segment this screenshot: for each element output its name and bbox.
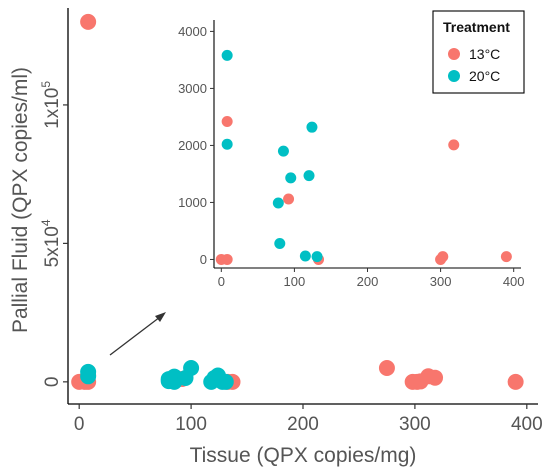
x-tick-label: 0: [74, 414, 85, 435]
y-tick-label: 5x104: [39, 219, 63, 267]
inset-x-tick-label: 100: [284, 274, 306, 289]
x-tick-label: 400: [511, 414, 543, 435]
inset-x-tick-label: 400: [503, 274, 525, 289]
inset-point-20C: [221, 138, 233, 150]
inset-x-tick-label: 0: [218, 274, 225, 289]
inset-point-20C: [285, 172, 297, 184]
legend: Treatment 13°C 20°C: [432, 10, 525, 94]
arrow-head: [155, 312, 166, 322]
legend-label: 20°C: [469, 68, 500, 84]
inset-y-tick-label: 2000: [178, 138, 207, 153]
point-13C: [427, 369, 444, 386]
inset-arrow: [109, 312, 166, 356]
inset-point-13C: [283, 193, 295, 205]
inset-y-tick-label: 1000: [178, 195, 207, 210]
y-tick-label: 1x105: [39, 81, 63, 129]
inset-point-13C: [448, 139, 460, 151]
x-tick-label: 300: [399, 414, 431, 435]
point-13C: [507, 373, 524, 390]
inset-points: [215, 49, 512, 265]
inset-point-13C: [437, 251, 449, 263]
point-13C: [80, 13, 97, 30]
inset-y-tick-label: 0: [200, 252, 207, 267]
point-20C: [80, 368, 97, 385]
inset-point-13C: [221, 253, 233, 265]
y-axis-label: Pallial Fluid (QPX copies/ml): [9, 67, 32, 333]
legend-title: Treatment: [443, 19, 510, 35]
inset-point-20C: [272, 197, 284, 209]
inset-y-tick-label: 3000: [178, 81, 207, 96]
inset-y-tick-label: 4000: [178, 24, 207, 39]
inset-x-tick-label: 200: [357, 274, 379, 289]
inset-point-20C: [299, 250, 311, 262]
arrow-line: [109, 316, 161, 356]
inset-point-20C: [274, 237, 286, 249]
point-13C: [378, 360, 395, 376]
x-axis-label: Tissue (QPX copies/mg): [190, 444, 417, 467]
inset-point-20C: [277, 145, 289, 157]
inset-point-20C: [221, 49, 233, 61]
x-tick-label: 100: [175, 414, 207, 435]
point-20C: [217, 373, 234, 390]
legend-marker: [448, 70, 460, 82]
legend-marker: [448, 48, 460, 60]
x-tick-label: 200: [287, 414, 319, 435]
inset-x-tick-label: 300: [430, 274, 452, 289]
inset-point-20C: [306, 121, 318, 133]
inset-point-13C: [221, 115, 233, 127]
inset-point-20C: [311, 251, 323, 263]
inset-point-13C: [500, 251, 512, 263]
legend-label: 13°C: [469, 46, 500, 62]
legend-box: [432, 10, 525, 94]
main-points: [71, 13, 524, 390]
inset-point-20C: [303, 170, 315, 182]
point-20C: [183, 360, 200, 376]
y-tick-label: 0: [42, 377, 63, 388]
